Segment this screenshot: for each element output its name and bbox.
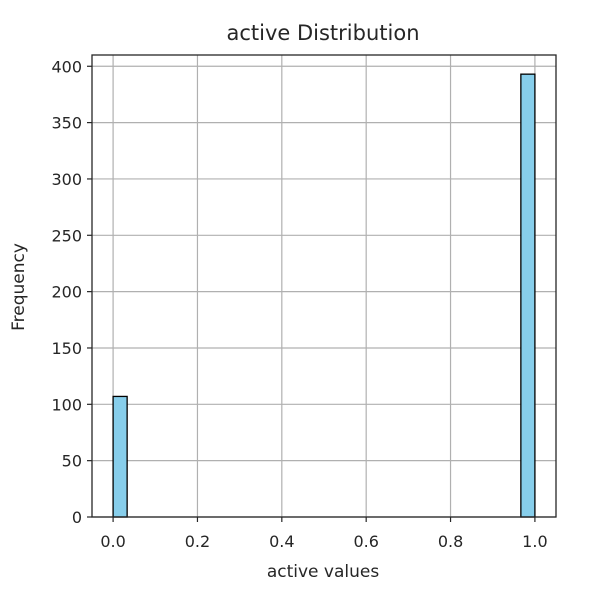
y-axis-label: Frequency bbox=[9, 243, 29, 331]
x-tick-label: 0.8 bbox=[438, 532, 463, 551]
x-axis-label: active values bbox=[267, 562, 380, 582]
y-tick-label: 400 bbox=[51, 57, 82, 76]
bar-layer bbox=[112, 73, 536, 518]
x-tick-label: 1.0 bbox=[522, 532, 547, 551]
y-tick-label: 200 bbox=[51, 283, 82, 302]
y-tick-label: 150 bbox=[51, 339, 82, 358]
x-tick-label: 0.6 bbox=[353, 532, 378, 551]
y-tick-label: 300 bbox=[51, 170, 82, 189]
y-tick-label: 250 bbox=[51, 226, 82, 245]
y-tick-label: 0 bbox=[72, 508, 82, 527]
x-tick-label: 0.0 bbox=[100, 532, 125, 551]
y-tick-label: 350 bbox=[51, 114, 82, 133]
histogram-bar bbox=[520, 73, 536, 518]
chart-title: active Distribution bbox=[226, 21, 419, 45]
grid-layer bbox=[92, 55, 556, 518]
x-tick-label: 0.4 bbox=[269, 532, 294, 551]
tick-layer: 0.0 0.2 0.4 0.6 0.8 1.0 0 50 100 150 200 250 300 350 4… bbox=[51, 57, 547, 551]
histogram-bar bbox=[112, 395, 128, 518]
plot-frame bbox=[91, 54, 557, 518]
x-tick-label: 0.2 bbox=[185, 532, 210, 551]
y-tick-label: 50 bbox=[62, 452, 82, 471]
y-tick-label: 100 bbox=[51, 395, 82, 414]
